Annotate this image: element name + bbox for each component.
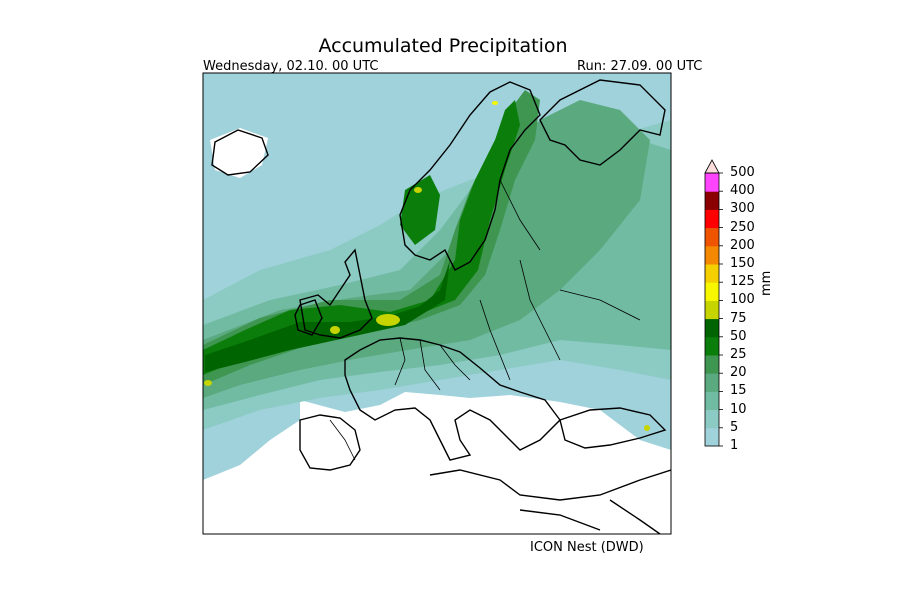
- coast-africa: [429, 469, 671, 501]
- precip-band-50: [205, 260, 450, 372]
- colorbar-tick-label: 100: [730, 292, 755, 308]
- colorbar-tick-label: 300: [730, 201, 755, 217]
- coast-britain: [299, 248, 373, 339]
- country-borders: [329, 179, 641, 461]
- coast-black-sea: [559, 407, 667, 449]
- colorbar-segment: [705, 391, 719, 411]
- colorbar-tick-label: 1: [730, 438, 739, 453]
- colorbar-segment: [705, 336, 719, 356]
- colorbar-tick-label: 250: [730, 219, 755, 235]
- precip-spot-benelux: [376, 314, 400, 326]
- colorbar-segment: [705, 264, 719, 283]
- coast-red-sea: [519, 499, 661, 534]
- colorbar-segment: [705, 191, 719, 210]
- colorbar-tick-label: 500: [730, 165, 755, 180]
- precip-spot-lapland: [492, 101, 498, 105]
- coast-iberia: [299, 414, 361, 471]
- coast-iceland: [211, 129, 269, 176]
- model-credit: ICON Nest (DWD): [530, 540, 644, 555]
- valid-time: Wednesday, 02.10. 00 UTC: [203, 59, 379, 74]
- colorbar-tick-label: 10: [730, 401, 747, 417]
- colorbar-tick-label: 75: [730, 310, 747, 326]
- colorbar-segment: [705, 282, 719, 301]
- colorbar-segment: [705, 427, 719, 447]
- colorbar-segment: [705, 409, 719, 429]
- map-body: [203, 73, 671, 534]
- precip-spot-atlantic: [204, 380, 212, 386]
- colorbar-tick-label: 125: [730, 274, 755, 290]
- dry-land-south: [203, 392, 671, 534]
- coast-continent: [344, 337, 561, 461]
- colorbar: [704, 159, 723, 447]
- dry-patch-iceland: [210, 128, 268, 178]
- coast-scandinavia: [399, 81, 541, 271]
- colorbar-extend-arrow: [704, 159, 720, 174]
- colorbar-tick-label: 50: [730, 328, 747, 344]
- colorbar-segment: [705, 355, 719, 374]
- colorbar-segment: [705, 318, 719, 338]
- precip-spot-caucasus: [644, 425, 650, 431]
- precip-spot-wales: [330, 326, 340, 334]
- precip-band-norway: [400, 175, 440, 245]
- coast-ireland: [294, 299, 323, 336]
- colorbar-unit: mm: [759, 270, 774, 296]
- map-frame: [202, 72, 672, 535]
- colorbar-tick-label: 400: [730, 183, 755, 199]
- coast-kola: [539, 79, 666, 166]
- colorbar-segment: [705, 300, 719, 320]
- colorbar-tick-label: 150: [730, 256, 755, 271]
- colorbar-tick-label: 25: [730, 347, 747, 362]
- run-time: Run: 27.09. 00 UTC: [577, 59, 703, 74]
- colorbar-frame: [704, 172, 720, 447]
- colorbar-tick-label: 5: [730, 419, 739, 435]
- colorbar-tick-label: 20: [730, 365, 747, 381]
- colorbar-tick-label: 200: [730, 237, 755, 253]
- colorbar-segment: [705, 245, 719, 265]
- precip-spot-norway: [414, 187, 422, 193]
- colorbar-segment: [705, 227, 719, 247]
- colorbar-tick-label: 15: [730, 383, 747, 399]
- colorbar-segment: [705, 373, 719, 392]
- colorbar-segment: [705, 209, 719, 229]
- chart-title: Accumulated Precipitation: [318, 35, 568, 57]
- colorbar-segment: [705, 173, 719, 192]
- coastlines: [211, 79, 671, 534]
